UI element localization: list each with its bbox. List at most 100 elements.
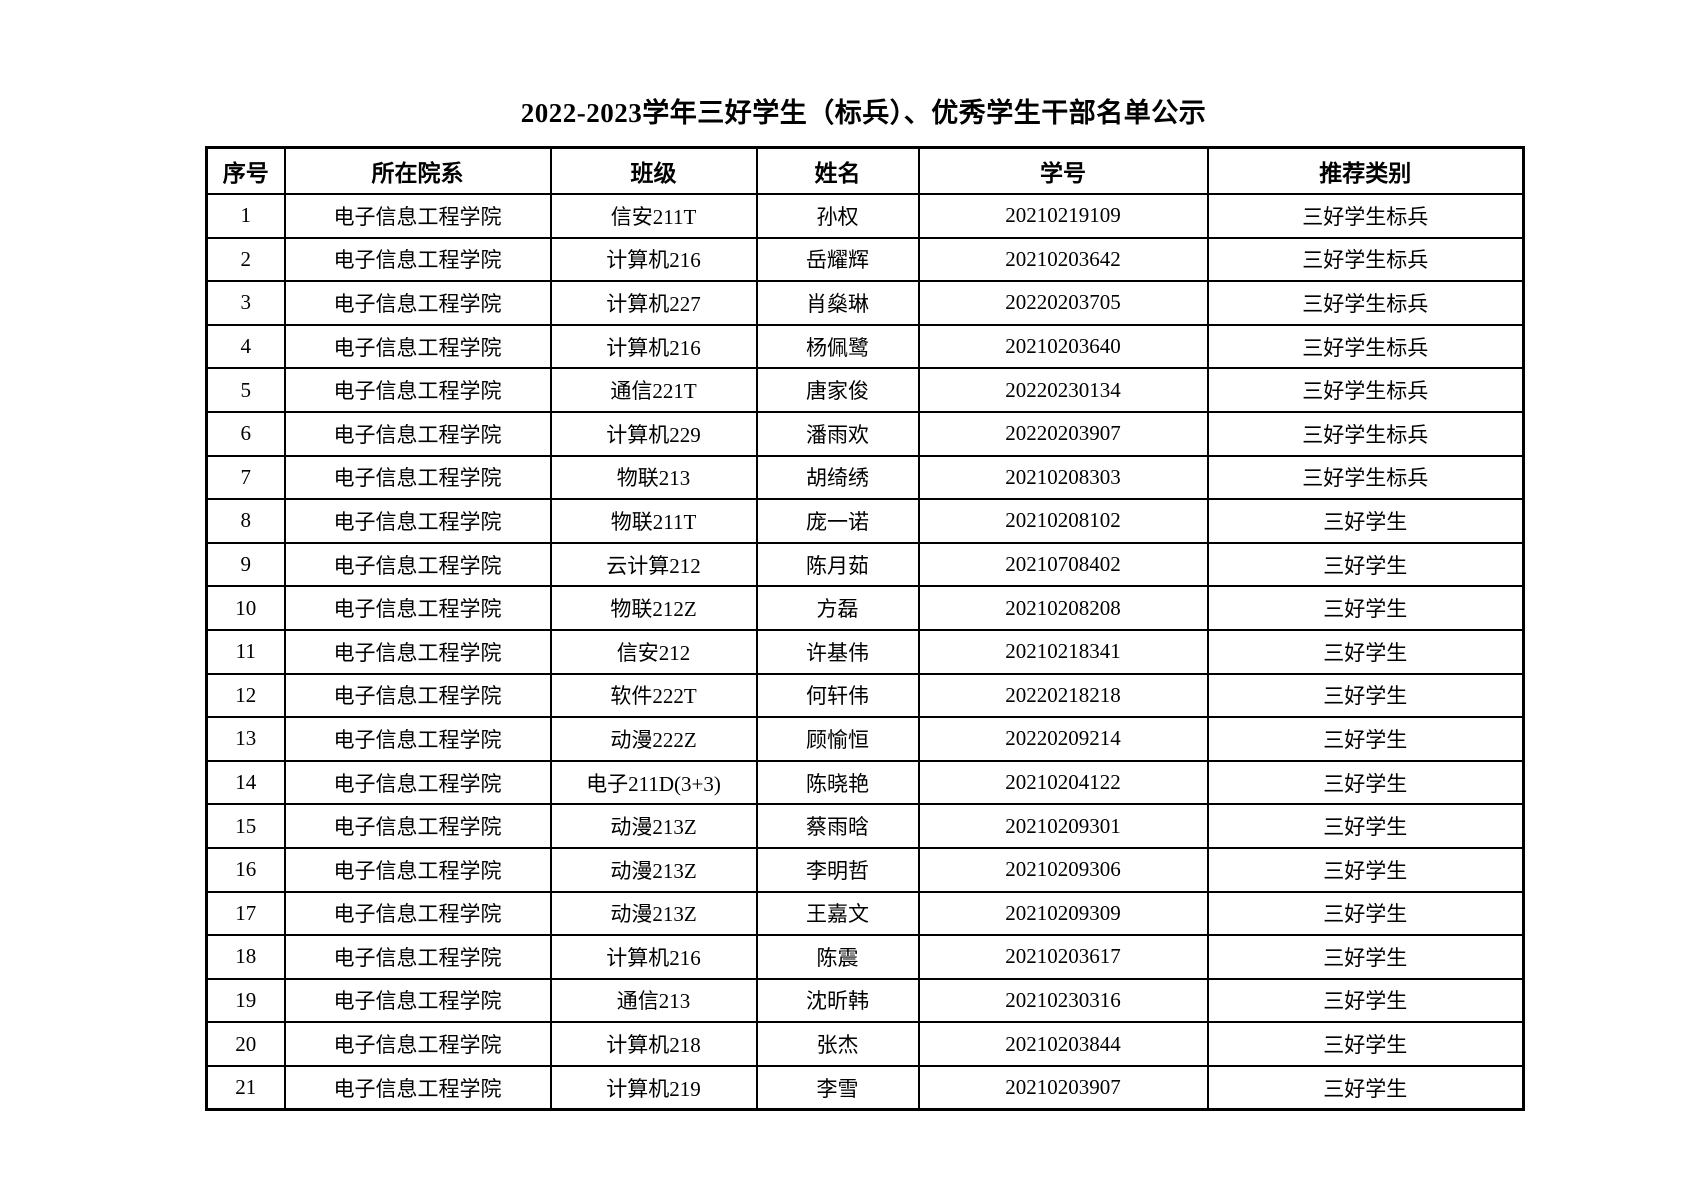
cell-student-id: 20210209309: [917, 890, 1209, 937]
cell-class: 物联213: [549, 454, 758, 501]
table-row: 11 电子信息工程学院 信安212 许基伟 20210218341 三好学生: [205, 628, 1525, 675]
cell-student-id: 20210208102: [917, 498, 1209, 544]
cell-class: 通信213: [549, 977, 758, 1024]
cell-class: 动漫222Z: [549, 716, 758, 762]
table-row: 2 电子信息工程学院 计算机216 岳耀辉 20210203642 三好学生标兵: [205, 236, 1525, 283]
cell-name: 张杰: [755, 1021, 920, 1067]
cell-category: 三好学生: [1206, 498, 1525, 544]
cell-name: 李明哲: [755, 846, 920, 893]
cell-seq: 8: [205, 498, 286, 544]
cell-student-id: 20210203642: [917, 236, 1209, 283]
cell-class: 计算机216: [549, 236, 758, 283]
cell-name: 陈月茹: [755, 541, 920, 588]
cell-category: 三好学生标兵: [1206, 367, 1525, 413]
cell-seq: 5: [205, 367, 286, 413]
table-row: 14 电子信息工程学院 电子211D(3+3) 陈晓艳 20210204122 三好学生: [205, 759, 1525, 806]
table-row: 6 电子信息工程学院 计算机229 潘雨欢 20220203907 三好学生标兵: [205, 410, 1525, 457]
table-header: 序号 所在院系 班级 姓名 学号 推荐类别: [205, 146, 1525, 195]
table-row: 17 电子信息工程学院 动漫213Z 王嘉文 20210209309 三好学生: [205, 890, 1525, 937]
cell-name: 顾愉恒: [755, 716, 920, 762]
cell-name: 潘雨欢: [755, 410, 920, 457]
cell-category: 三好学生: [1206, 846, 1525, 893]
cell-class: 计算机218: [549, 1021, 758, 1067]
cell-department: 电子信息工程学院: [283, 716, 552, 762]
cell-department: 电子信息工程学院: [283, 759, 552, 806]
cell-class: 通信221T: [549, 367, 758, 413]
cell-class: 动漫213Z: [549, 803, 758, 849]
header-student-id: 学号: [917, 146, 1209, 195]
header-seq: 序号: [205, 146, 286, 195]
cell-category: 三好学生: [1206, 934, 1525, 980]
cell-department: 电子信息工程学院: [283, 977, 552, 1024]
cell-category: 三好学生标兵: [1206, 236, 1525, 283]
cell-name: 何轩伟: [755, 672, 920, 719]
cell-name: 陈震: [755, 934, 920, 980]
cell-category: 三好学生标兵: [1206, 454, 1525, 501]
cell-name: 杨佩鹭: [755, 323, 920, 370]
cell-department: 电子信息工程学院: [283, 454, 552, 501]
header-category: 推荐类别: [1206, 146, 1525, 195]
cell-seq: 9: [205, 541, 286, 588]
cell-seq: 15: [205, 803, 286, 849]
cell-name: 王嘉文: [755, 890, 920, 937]
cell-student-id: 20210208208: [917, 585, 1209, 631]
cell-seq: 7: [205, 454, 286, 501]
cell-class: 计算机227: [549, 280, 758, 326]
cell-department: 电子信息工程学院: [283, 585, 552, 631]
cell-student-id: 20210203844: [917, 1021, 1209, 1067]
cell-seq: 6: [205, 410, 286, 457]
header-class: 班级: [549, 146, 758, 195]
cell-department: 电子信息工程学院: [283, 628, 552, 675]
cell-class: 软件222T: [549, 672, 758, 719]
table-row: 15 电子信息工程学院 动漫213Z 蔡雨晗 20210209301 三好学生: [205, 803, 1525, 849]
cell-name: 唐家俊: [755, 367, 920, 413]
cell-class: 计算机219: [549, 1064, 758, 1111]
cell-department: 电子信息工程学院: [283, 541, 552, 588]
cell-class: 计算机216: [549, 323, 758, 370]
cell-name: 肖燊琳: [755, 280, 920, 326]
cell-class: 物联211T: [549, 498, 758, 544]
table-row: 19 电子信息工程学院 通信213 沈昕韩 20210230316 三好学生: [205, 977, 1525, 1024]
cell-category: 三好学生标兵: [1206, 193, 1525, 239]
cell-category: 三好学生标兵: [1206, 280, 1525, 326]
cell-name: 岳耀辉: [755, 236, 920, 283]
cell-department: 电子信息工程学院: [283, 846, 552, 893]
cell-student-id: 20210204122: [917, 759, 1209, 806]
cell-student-id: 20210203617: [917, 934, 1209, 980]
cell-student-id: 20220203705: [917, 280, 1209, 326]
cell-student-id: 20220218218: [917, 672, 1209, 719]
cell-department: 电子信息工程学院: [283, 672, 552, 719]
table-row: 10 电子信息工程学院 物联212Z 方磊 20210208208 三好学生: [205, 585, 1525, 631]
cell-student-id: 20210209306: [917, 846, 1209, 893]
cell-student-id: 20220209214: [917, 716, 1209, 762]
cell-category: 三好学生: [1206, 803, 1525, 849]
cell-department: 电子信息工程学院: [283, 280, 552, 326]
cell-name: 李雪: [755, 1064, 920, 1111]
cell-name: 沈昕韩: [755, 977, 920, 1024]
cell-seq: 16: [205, 846, 286, 893]
cell-student-id: 20210208303: [917, 454, 1209, 501]
cell-department: 电子信息工程学院: [283, 498, 552, 544]
cell-seq: 18: [205, 934, 286, 980]
table-row: 7 电子信息工程学院 物联213 胡绮绣 20210208303 三好学生标兵: [205, 454, 1525, 501]
table-body: 1 电子信息工程学院 信安211T 孙权 20210219109 三好学生标兵 2 电子信息工…: [205, 193, 1525, 1111]
cell-seq: 21: [205, 1064, 286, 1111]
table-row: 1 电子信息工程学院 信安211T 孙权 20210219109 三好学生标兵: [205, 193, 1525, 239]
cell-category: 三好学生: [1206, 541, 1525, 588]
table-row: 13 电子信息工程学院 动漫222Z 顾愉恒 20220209214 三好学生: [205, 716, 1525, 762]
cell-class: 动漫213Z: [549, 890, 758, 937]
table-row: 3 电子信息工程学院 计算机227 肖燊琳 20220203705 三好学生标兵: [205, 280, 1525, 326]
header-department: 所在院系: [283, 146, 552, 195]
cell-student-id: 20220230134: [917, 367, 1209, 413]
cell-class: 云计算212: [549, 541, 758, 588]
table-row: 5 电子信息工程学院 通信221T 唐家俊 20220230134 三好学生标兵: [205, 367, 1525, 413]
cell-seq: 11: [205, 628, 286, 675]
cell-category: 三好学生: [1206, 716, 1525, 762]
cell-student-id: 20220203907: [917, 410, 1209, 457]
cell-category: 三好学生标兵: [1206, 410, 1525, 457]
cell-student-id: 20210230316: [917, 977, 1209, 1024]
cell-name: 孙权: [755, 193, 920, 239]
table-row: 21 电子信息工程学院 计算机219 李雪 20210203907 三好学生: [205, 1064, 1525, 1111]
cell-department: 电子信息工程学院: [283, 193, 552, 239]
cell-seq: 4: [205, 323, 286, 370]
